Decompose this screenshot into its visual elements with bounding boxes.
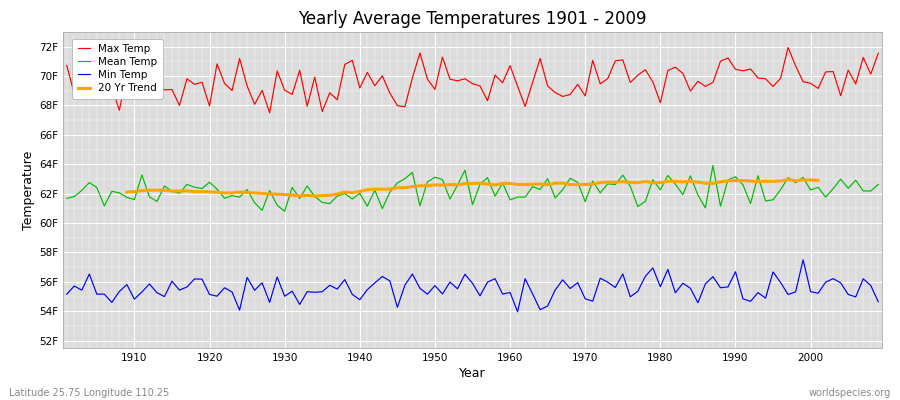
- Line: 20 Yr Trend: 20 Yr Trend: [127, 180, 818, 196]
- 20 Yr Trend: [310, 194, 320, 198]
- Min Temp: [512, 309, 523, 314]
- Text: worldspecies.org: worldspecies.org: [809, 388, 891, 398]
- Max Temp: [265, 110, 275, 115]
- Min Temp: [287, 289, 298, 294]
- Min Temp: [873, 299, 884, 304]
- Max Temp: [873, 51, 884, 56]
- 20 Yr Trend: [212, 190, 222, 195]
- Min Temp: [497, 292, 508, 296]
- Mean Temp: [505, 198, 516, 202]
- Min Temp: [332, 287, 343, 292]
- Min Temp: [122, 282, 132, 287]
- Mean Temp: [512, 195, 523, 200]
- Mean Temp: [873, 182, 884, 187]
- Min Temp: [61, 292, 72, 296]
- 20 Yr Trend: [474, 181, 485, 186]
- Mean Temp: [279, 209, 290, 214]
- Max Temp: [61, 63, 72, 68]
- Mean Temp: [294, 196, 305, 201]
- Mean Temp: [602, 182, 613, 186]
- 20 Yr Trend: [678, 180, 688, 184]
- Min Temp: [505, 290, 516, 295]
- Mean Temp: [122, 195, 132, 200]
- Text: Latitude 25.75 Longitude 110.25: Latitude 25.75 Longitude 110.25: [9, 388, 169, 398]
- Min Temp: [602, 280, 613, 284]
- Max Temp: [602, 76, 613, 81]
- Mean Temp: [339, 191, 350, 196]
- Max Temp: [339, 62, 350, 67]
- Y-axis label: Temperature: Temperature: [22, 150, 35, 230]
- Max Temp: [122, 71, 132, 76]
- 20 Yr Trend: [813, 178, 824, 183]
- Max Temp: [505, 63, 516, 68]
- 20 Yr Trend: [234, 190, 245, 194]
- Line: Max Temp: Max Temp: [67, 48, 878, 113]
- Max Temp: [294, 68, 305, 73]
- Mean Temp: [61, 196, 72, 201]
- 20 Yr Trend: [783, 177, 794, 182]
- Mean Temp: [707, 163, 718, 168]
- Title: Yearly Average Temperatures 1901 - 2009: Yearly Average Temperatures 1901 - 2009: [298, 10, 647, 28]
- Line: Min Temp: Min Temp: [67, 260, 878, 312]
- 20 Yr Trend: [265, 192, 275, 196]
- X-axis label: Year: Year: [459, 367, 486, 380]
- Max Temp: [512, 84, 523, 88]
- Max Temp: [783, 45, 794, 50]
- 20 Yr Trend: [122, 190, 132, 194]
- Min Temp: [797, 258, 808, 262]
- 20 Yr Trend: [610, 180, 621, 185]
- Legend: Max Temp, Mean Temp, Min Temp, 20 Yr Trend: Max Temp, Mean Temp, Min Temp, 20 Yr Tre…: [72, 39, 163, 98]
- Line: Mean Temp: Mean Temp: [67, 166, 878, 211]
